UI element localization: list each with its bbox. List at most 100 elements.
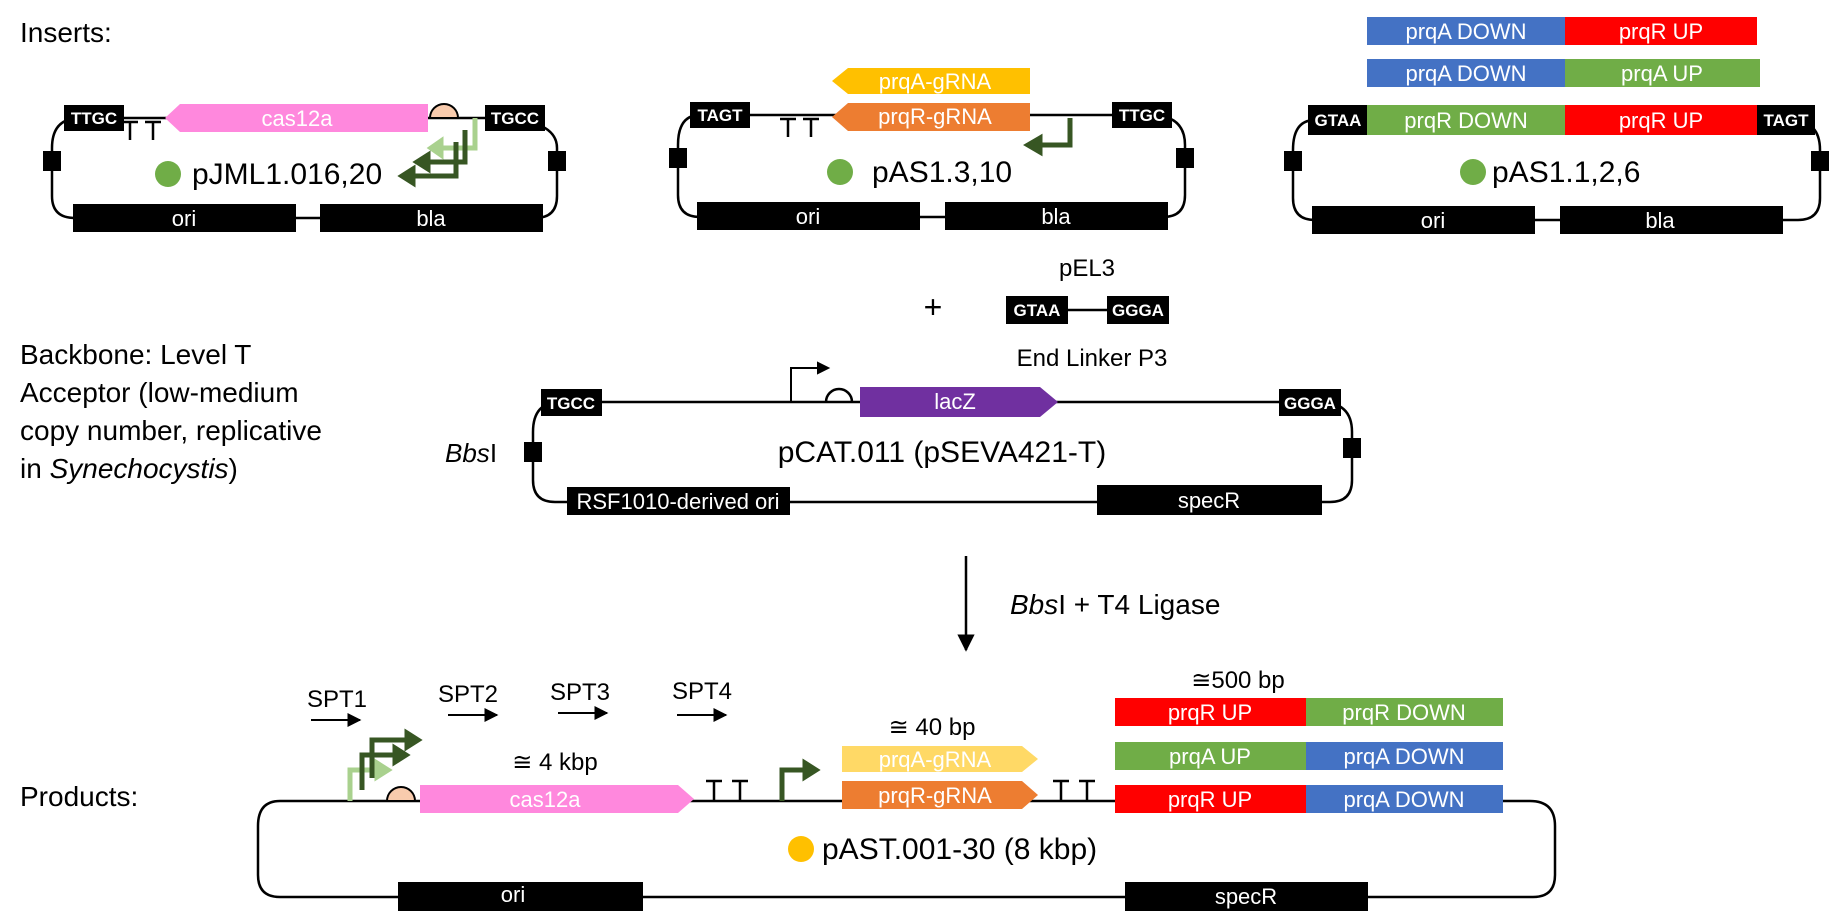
left-overhang-label: TGCC xyxy=(547,394,595,413)
backbone-pcat011: BbsI TGCC GGGA lacZ pCAT.011 (pSEVA421-T… xyxy=(445,361,1361,515)
promoter-icon-dark-1 xyxy=(412,130,468,174)
left-overhang-label: GTAA xyxy=(1315,111,1362,130)
row2-right-label: prqA DOWN xyxy=(1343,744,1464,769)
ori-label: ori xyxy=(796,204,820,229)
prqr-grna-feature xyxy=(842,781,1038,809)
promoter-icon xyxy=(1023,118,1073,157)
row3-left-label: prqR DOWN xyxy=(1404,108,1527,133)
promoter-icon-dark-1 xyxy=(359,743,411,790)
left-overhang-label: TAGT xyxy=(697,106,743,125)
row2-right-arm xyxy=(1306,742,1503,770)
promoter-icon-light xyxy=(426,118,478,160)
ori-label: ori xyxy=(501,882,525,907)
prqr-grna-feature xyxy=(832,103,1030,131)
row3-left-arm xyxy=(1115,785,1306,813)
plasmid-pas1-3-10: TAGT TTGC prqA-gRNA prqR-gRNA pAS1.3,10 … xyxy=(669,68,1194,230)
prqa-grna-label: prqA-gRNA xyxy=(879,69,992,94)
ori-label: ori xyxy=(1421,208,1445,233)
ori-feature xyxy=(73,204,296,232)
primer-spt3-label: SPT3 xyxy=(550,679,610,706)
promoter-icon xyxy=(790,361,831,402)
ori-feature xyxy=(697,202,920,230)
lacz-feature xyxy=(860,387,1058,417)
specr-label: specR xyxy=(1178,488,1240,513)
plasmid-pas1-1-2-6: prqA DOWN prqR UP prqA DOWN prqA UP GTAA… xyxy=(1284,17,1829,234)
row2-right-label: prqA UP xyxy=(1621,61,1703,86)
terminator-icon xyxy=(780,117,819,137)
row2-left-arm xyxy=(1115,742,1306,770)
row2-left-label: prqA DOWN xyxy=(1405,61,1526,86)
prqr-grna-label: prqR-gRNA xyxy=(878,104,992,129)
plasmid-pjml1: TTGC TGCC cas12a pJML1.016,20 ori bla xyxy=(43,103,566,232)
row1-left-arm xyxy=(1115,698,1306,726)
bla-feature xyxy=(320,204,543,232)
row1-left-label: prqR UP xyxy=(1168,700,1252,725)
prqr-grna-label: prqR-gRNA xyxy=(878,783,992,808)
ori-feature xyxy=(567,487,790,515)
left-overhang-box xyxy=(1308,105,1368,135)
lacz-label: lacZ xyxy=(934,389,976,414)
sites-marker-right xyxy=(1811,151,1829,171)
right-overhang-label: TAGT xyxy=(1763,111,1809,130)
row2-left-label: prqA UP xyxy=(1169,744,1251,769)
row3-right-label: prqR UP xyxy=(1619,108,1703,133)
rbs-icon xyxy=(385,786,417,802)
terminator-icon xyxy=(706,779,748,801)
bla-label: bla xyxy=(1041,204,1071,229)
terminator-icon xyxy=(122,120,161,140)
product-past001-30: SPT1 SPT2 SPT3 SPT4 ≅ 4 kb xyxy=(256,667,1557,911)
row1-left-arm xyxy=(1367,17,1565,45)
backbone-label-line4: in Synechocystis) xyxy=(20,453,238,484)
sites-marker-left xyxy=(669,148,687,168)
arm-size-label: ≅500 bp xyxy=(1191,667,1285,694)
specr-feature xyxy=(1097,485,1322,515)
row3-right-arm xyxy=(1565,105,1757,135)
products-label: Products: xyxy=(20,781,138,812)
linker-right-overhang-box xyxy=(1107,296,1169,324)
linker-right-overhang-label: GGGA xyxy=(1112,301,1164,320)
backbone-name: pCAT.011 (pSEVA421-T) xyxy=(778,436,1106,469)
left-overhang-box xyxy=(690,102,750,128)
end-linker-pel3: + pEL3 GTAA GGGA End Linker P3 xyxy=(924,255,1169,372)
prqa-grna-feature xyxy=(842,746,1038,772)
backbone-label-line2: Acceptor (low-medium xyxy=(20,377,299,408)
cas12a-feature xyxy=(165,104,428,132)
right-overhang-box xyxy=(1112,102,1172,128)
plasmid-dot xyxy=(155,161,181,187)
row1-right-label: prqR UP xyxy=(1619,19,1703,44)
row2-right-arm xyxy=(1565,59,1760,87)
row2-left-arm xyxy=(1367,59,1565,87)
row3-right-label: prqA DOWN xyxy=(1343,787,1464,812)
linker-left-overhang-label: GTAA xyxy=(1014,301,1061,320)
specr-label: specR xyxy=(1215,884,1277,909)
cas12a-feature xyxy=(420,785,694,813)
bbsi-site-label: BbsI xyxy=(445,438,497,468)
rbs-icon xyxy=(824,387,854,403)
grna-size-label: ≅ 40 bp xyxy=(889,714,976,741)
plasmid-name: pAS1.3,10 xyxy=(872,156,1012,189)
promoter-icon-light xyxy=(347,758,393,801)
ori-feature xyxy=(1312,206,1535,234)
plasmid-name: pAST.001-30 (8 kbp) xyxy=(822,833,1097,866)
row3-left-arm xyxy=(1367,105,1565,135)
reaction-label: BbsI + T4 Ligase xyxy=(1010,589,1220,620)
sites-marker-right xyxy=(1343,438,1361,458)
linker-name: pEL3 xyxy=(1059,255,1115,282)
primer-spt1-label: SPT1 xyxy=(307,686,367,713)
promoter-icon-dark-2 xyxy=(397,142,459,188)
ori-feature xyxy=(398,882,643,911)
row1-right-arm xyxy=(1306,698,1503,726)
bla-feature xyxy=(945,202,1168,230)
sites-marker-left xyxy=(524,442,542,462)
promoter-icon-dark-2 xyxy=(369,728,423,778)
specr-feature xyxy=(1125,882,1368,911)
row1-right-label: prqR DOWN xyxy=(1342,700,1465,725)
bla-label: bla xyxy=(1645,208,1675,233)
row1-left-label: prqA DOWN xyxy=(1405,19,1526,44)
plasmid-name: pAS1.1,2,6 xyxy=(1492,156,1640,189)
primer-spt2-label: SPT2 xyxy=(438,681,498,708)
primer-spt3: SPT3 xyxy=(550,679,610,720)
left-overhang-box xyxy=(64,105,124,131)
plasmid-name: pJML1.016,20 xyxy=(192,158,382,191)
